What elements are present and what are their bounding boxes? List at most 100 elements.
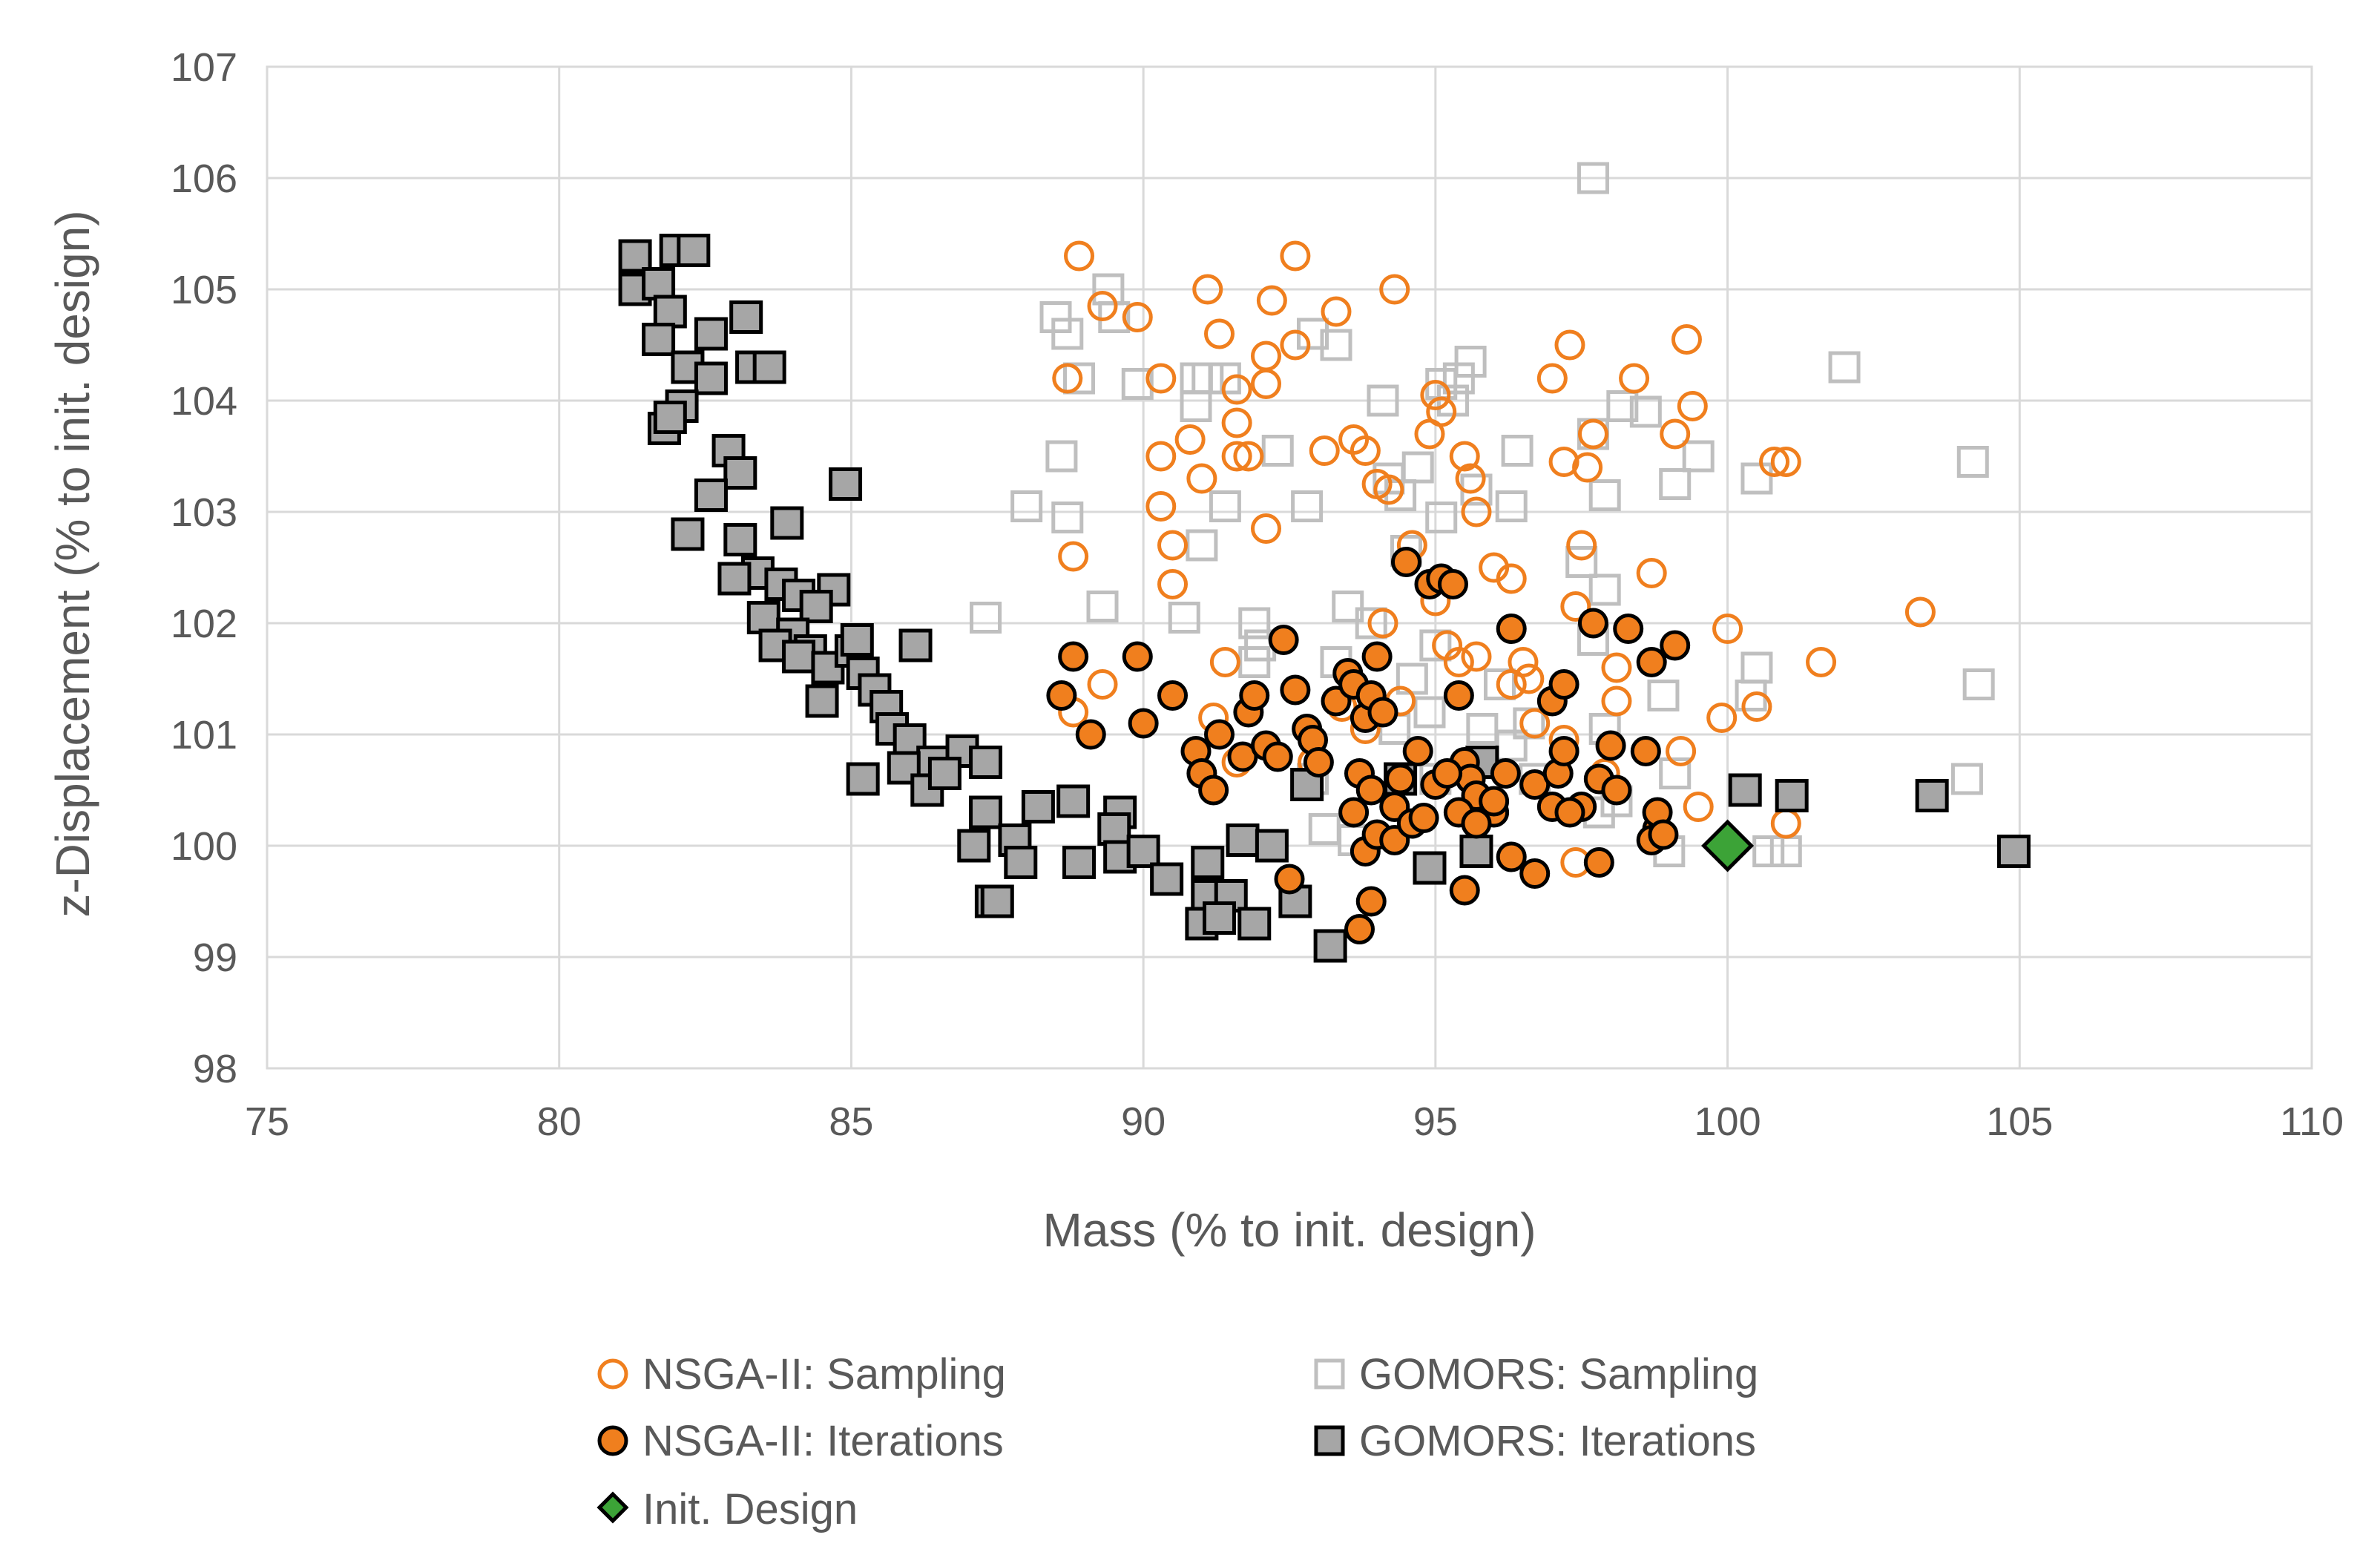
point-gomors-sampling <box>1186 529 1218 562</box>
legend-marker-gomors-iterations <box>1314 1425 1345 1456</box>
point-nsga-ii-iterations <box>1280 674 1311 706</box>
point-gomors-iterations <box>1915 779 1949 812</box>
point-nsga-ii-sampling <box>1420 380 1451 410</box>
point-gomors-iterations <box>1056 784 1091 818</box>
point-nsga-ii-sampling <box>1449 441 1480 472</box>
point-gomors-sampling <box>1513 707 1545 740</box>
point-nsga-ii-sampling <box>1677 391 1708 421</box>
point-gomors-iterations <box>758 628 792 662</box>
y-tick-label: 104 <box>171 379 237 424</box>
point-gomors-sampling <box>1565 546 1598 578</box>
point-nsga-ii-sampling <box>1321 296 1352 327</box>
point-nsga-ii-sampling <box>1461 496 1492 527</box>
point-gomors-sampling <box>1261 435 1294 467</box>
point-nsga-ii-sampling <box>1683 792 1714 822</box>
point-nsga-ii-sampling <box>1309 435 1340 466</box>
point-nsga-ii-sampling <box>1619 363 1650 394</box>
point-nsga-ii-iterations <box>1262 741 1293 772</box>
point-nsga-ii-iterations <box>1660 630 1691 661</box>
point-nsga-ii-sampling <box>1350 435 1381 466</box>
point-gomors-iterations <box>677 234 711 267</box>
point-init-design <box>1701 819 1755 872</box>
point-gomors-sampling <box>1238 646 1271 678</box>
point-nsga-ii-iterations <box>1583 847 1614 878</box>
point-nsga-ii-iterations <box>1268 625 1299 655</box>
x-axis-title: Mass (% to init. design) <box>1042 1203 1536 1257</box>
point-nsga-ii-iterations <box>1361 641 1393 672</box>
point-gomors-iterations <box>980 884 1014 918</box>
point-nsga-ii-iterations <box>1385 763 1416 795</box>
point-gomors-iterations <box>752 350 786 384</box>
series-nsga-ii-sampling <box>1052 240 1936 878</box>
point-gomors-iterations <box>1203 901 1237 935</box>
point-nsga-ii-sampling <box>1379 274 1410 305</box>
point-nsga-ii-sampling <box>1666 736 1697 766</box>
point-nsga-ii-sampling <box>1280 329 1311 361</box>
point-nsga-ii-sampling <box>1660 418 1691 450</box>
point-nsga-ii-iterations <box>1437 569 1468 599</box>
point-gomors-iterations <box>1728 773 1762 807</box>
point-gomors-iterations <box>969 746 1003 779</box>
point-gomors-sampling <box>1425 502 1458 533</box>
y-tick-label: 98 <box>193 1047 237 1091</box>
point-gomors-iterations <box>782 639 816 674</box>
point-nsga-ii-iterations <box>1204 719 1235 750</box>
point-gomors-iterations <box>653 295 687 329</box>
point-nsga-ii-iterations <box>1548 669 1579 700</box>
legend-marker-nsga-iterations <box>597 1425 628 1456</box>
point-nsga-ii-sampling <box>1280 240 1311 272</box>
point-nsga-ii-sampling <box>1192 274 1223 305</box>
y-tick-label: 100 <box>171 824 237 869</box>
legend-label-nsga-sampling: NSGA-II: Sampling <box>642 1350 1006 1398</box>
point-nsga-ii-sampling <box>1601 685 1632 717</box>
point-nsga-ii-sampling <box>1519 708 1551 739</box>
point-nsga-ii-sampling <box>1904 596 1936 628</box>
point-nsga-ii-iterations <box>1390 547 1421 577</box>
point-gomors-sampling <box>1466 713 1499 745</box>
point-nsga-ii-sampling <box>1671 324 1702 355</box>
point-nsga-ii-sampling <box>1064 240 1095 272</box>
point-gomors-iterations <box>642 323 676 356</box>
point-nsga-ii-iterations <box>1554 797 1585 828</box>
point-nsga-ii-sampling <box>1251 513 1282 544</box>
point-nsga-ii-iterations <box>1601 775 1632 806</box>
point-nsga-ii-sampling <box>1770 447 1801 477</box>
point-nsga-ii-iterations <box>1479 786 1510 817</box>
x-tick-label: 95 <box>1413 1099 1458 1144</box>
y-tick-label: 101 <box>171 713 237 757</box>
point-nsga-ii-sampling <box>1577 418 1608 450</box>
point-nsga-ii-iterations <box>1519 858 1551 889</box>
point-nsga-ii-sampling <box>1209 647 1240 677</box>
point-nsga-ii-iterations <box>1577 608 1608 639</box>
x-tick-label: 85 <box>829 1099 873 1144</box>
point-gomors-iterations <box>829 467 863 501</box>
point-gomors-sampling <box>1495 490 1528 522</box>
point-nsga-ii-iterations <box>1432 758 1463 789</box>
point-gomors-iterations <box>1062 846 1097 879</box>
point-nsga-ii-sampling <box>1536 363 1568 394</box>
point-gomors-sampling <box>1039 301 1072 333</box>
point-nsga-ii-sampling <box>1087 669 1118 700</box>
point-gomors-sampling <box>1483 668 1516 700</box>
point-gomors-sampling <box>1740 462 1773 495</box>
point-nsga-ii-sampling <box>1251 369 1282 399</box>
point-nsga-ii-iterations <box>1443 680 1474 711</box>
point-nsga-ii-sampling <box>1548 447 1579 477</box>
point-nsga-ii-sampling <box>1455 463 1486 494</box>
point-gomors-sampling <box>1442 362 1475 395</box>
plot-area-border <box>266 65 2313 1070</box>
legend-marker-gomors-sampling <box>1314 1358 1345 1390</box>
point-nsga-ii-iterations <box>1496 614 1527 644</box>
legend-label-init-design: Init. Design <box>642 1485 858 1533</box>
point-gomors-sampling <box>1051 318 1084 350</box>
point-gomors-sampling <box>1320 329 1352 361</box>
point-nsga-ii-iterations <box>1344 914 1375 944</box>
point-nsga-ii-iterations <box>1075 719 1106 750</box>
point-gomors-iterations <box>927 757 961 790</box>
point-gomors-sampling <box>1238 607 1271 639</box>
point-nsga-ii-iterations <box>1636 647 1667 677</box>
point-gomors-iterations <box>723 523 757 556</box>
point-gomors-sampling <box>1051 502 1084 533</box>
point-gomors-iterations <box>1004 846 1038 879</box>
point-nsga-ii-sampling <box>1554 329 1585 361</box>
